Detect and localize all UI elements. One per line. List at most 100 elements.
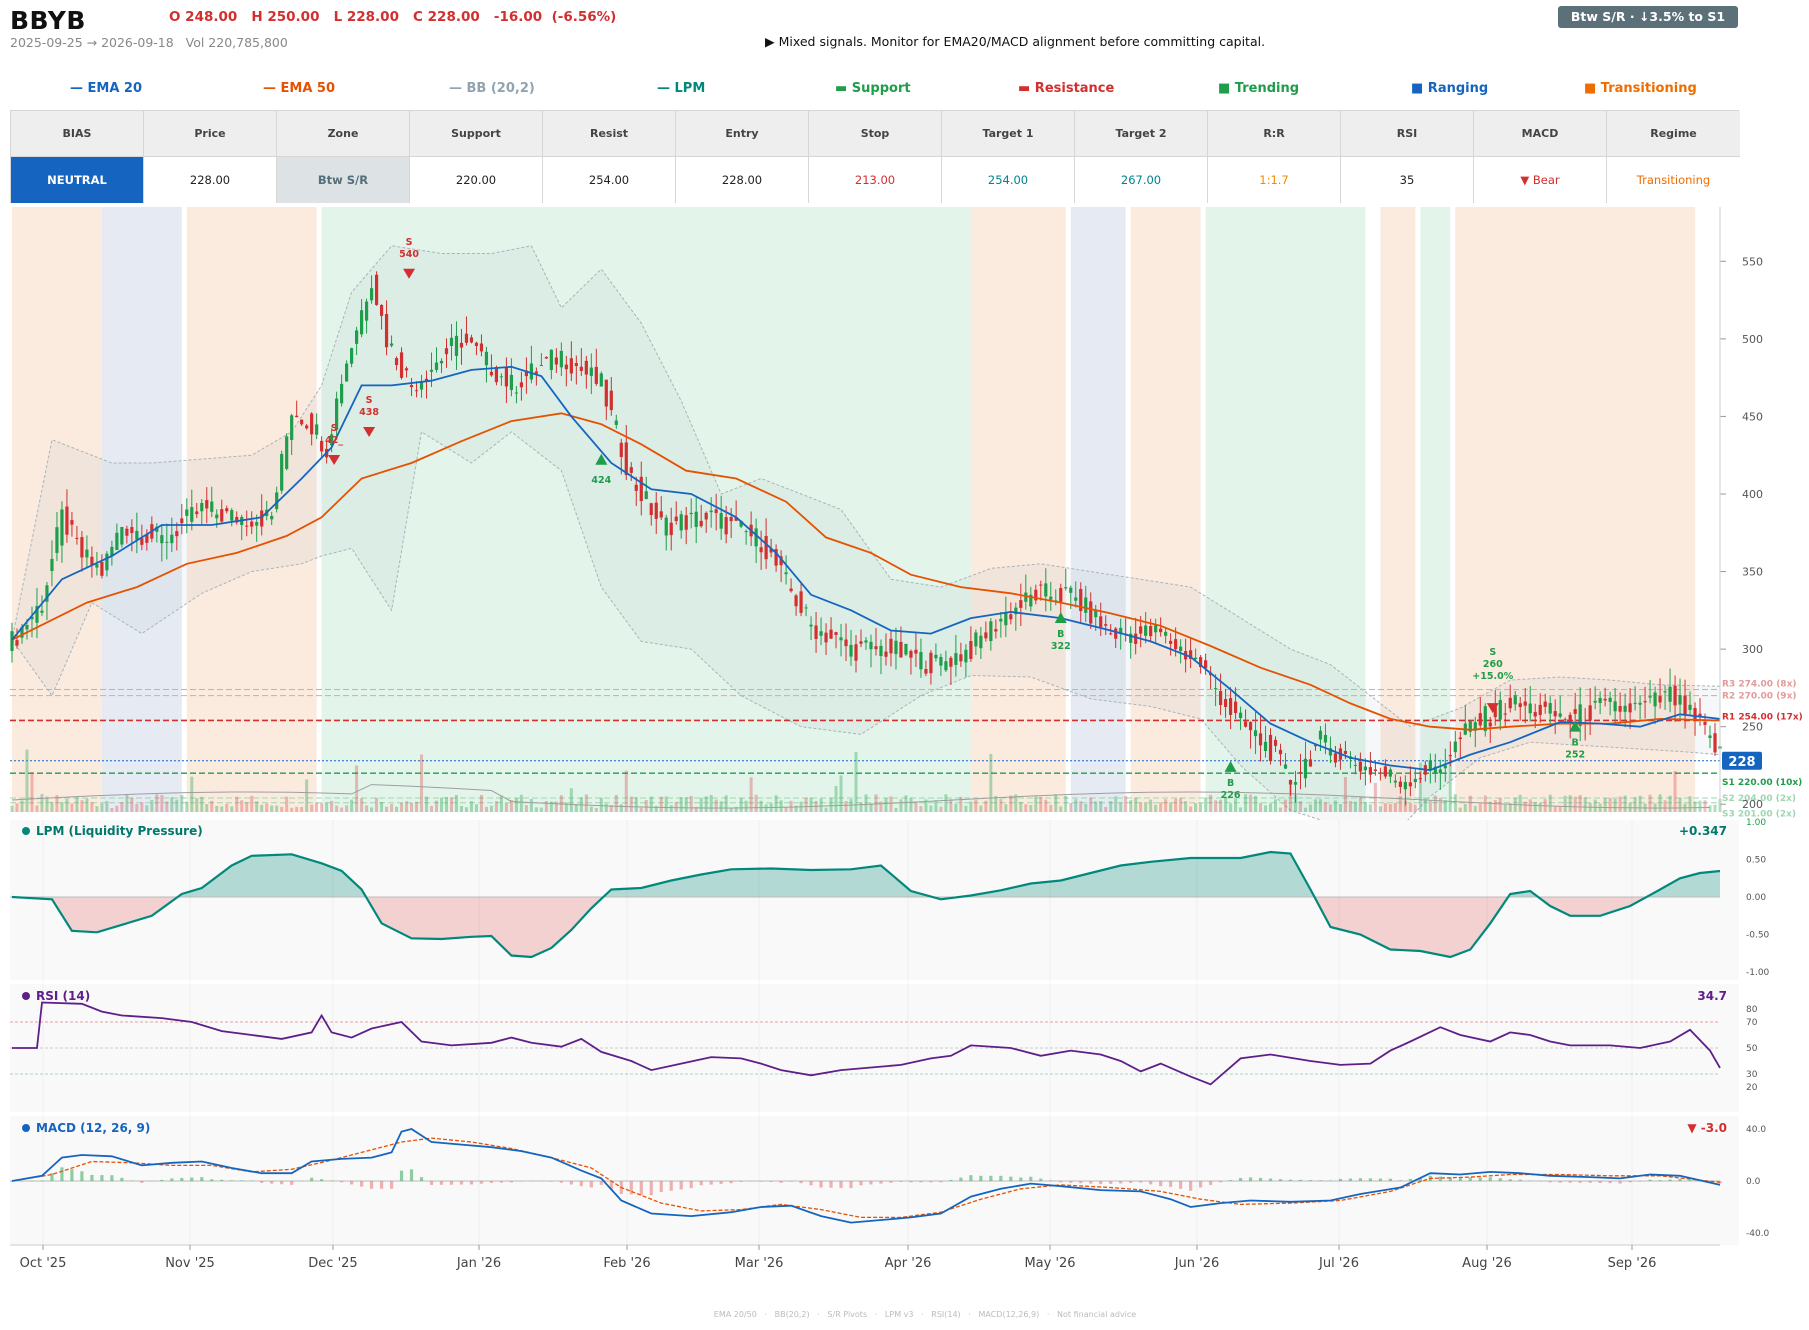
volume-bar <box>729 807 733 812</box>
volume-bar <box>1109 801 1113 812</box>
candle-body <box>1069 587 1073 593</box>
volume-bar <box>1254 795 1258 812</box>
volume-bar <box>125 794 129 812</box>
legend-lpm[interactable]: — LPM <box>657 81 706 96</box>
macd-signal-line <box>11 1137 1721 1219</box>
volume-bar <box>215 806 219 812</box>
candle-body <box>1428 760 1432 771</box>
legend-ema20[interactable]: — EMA 20 <box>70 81 143 96</box>
macd-histogram-bar <box>1298 1179 1303 1181</box>
volume-bar <box>1338 804 1342 812</box>
volume-bar <box>459 805 463 812</box>
signal-label: S <box>331 423 338 434</box>
volume-bar <box>634 797 638 812</box>
candle-body <box>564 364 568 370</box>
candle-body <box>389 343 394 346</box>
volume-bar <box>1628 802 1632 812</box>
macd-histogram-bar <box>130 1180 134 1182</box>
legend-trending[interactable]: ■ Trending <box>1218 81 1300 96</box>
macd-histogram-bar <box>1688 1180 1692 1181</box>
legend-ema50[interactable]: — EMA 50 <box>263 81 336 96</box>
candle-body <box>1563 719 1567 721</box>
candle-body <box>474 342 479 347</box>
volume-bar <box>899 799 903 812</box>
volume-bar <box>1558 806 1562 812</box>
x-tick-label: Jul '26 <box>1318 1256 1359 1271</box>
price-tick-label: 450 <box>1742 410 1763 423</box>
candle-body <box>719 513 723 529</box>
candle-body <box>115 532 119 551</box>
candle-body <box>879 645 883 657</box>
legend-support[interactable]: ▬ Support <box>835 81 911 96</box>
volume-bar <box>1298 801 1302 812</box>
volume-bar <box>1623 795 1627 812</box>
macd-histogram-bar <box>599 1181 603 1185</box>
candle-body <box>984 632 988 639</box>
rsi-pane: 80 70 50 30 20 RSI (14) 34.7 <box>10 984 1758 1112</box>
volume-bar <box>115 805 119 812</box>
macd-histogram-bar <box>1608 1181 1612 1184</box>
candle-body <box>1109 633 1113 635</box>
volume-bar <box>180 794 184 812</box>
candle-body <box>894 640 898 655</box>
macd-histogram-bar <box>1039 1178 1043 1181</box>
date-range-volume: 2025-09-25 → 2026-09-18 Vol 220,785,800 <box>10 35 288 50</box>
volume-bar <box>1408 803 1412 812</box>
macd-histogram-bar <box>1448 1177 1452 1181</box>
footer-note: EMA 20/50 · BB(20,2) · S/R Pivots · LPM … <box>713 1310 1137 1319</box>
volume-bar <box>105 801 109 812</box>
volume-bar <box>474 804 478 812</box>
legend-bb[interactable]: — BB (20,2) <box>449 81 535 96</box>
volume-bar <box>489 805 493 812</box>
macd-histogram-bar <box>1208 1181 1213 1185</box>
signal-message: ▶ Mixed signals. Monitor for EMA20/MACD … <box>765 34 1266 49</box>
regime-band <box>321 207 971 812</box>
macd-histogram-bar <box>1119 1181 1123 1184</box>
candle-body <box>345 363 349 382</box>
macd-histogram-bar <box>589 1181 593 1188</box>
macd-histogram-bar <box>60 1167 64 1181</box>
ohlc-readout: O 248.00 H 250.00 L 228.00 C 228.00 -16.… <box>169 9 617 25</box>
candle-body <box>1543 701 1547 707</box>
regime-band <box>1380 207 1416 812</box>
legend-transitioning[interactable]: ■ Transitioning <box>1584 81 1697 96</box>
legend-ranging[interactable]: ■ Ranging <box>1411 81 1489 96</box>
candle-body <box>1139 626 1143 634</box>
macd-histogram-bar <box>499 1181 504 1183</box>
legend-resistance[interactable]: ▬ Resistance <box>1018 81 1115 96</box>
candle-body <box>90 556 94 566</box>
candle-body <box>1548 703 1552 714</box>
macd-histogram-bar <box>1238 1177 1243 1181</box>
candle-body <box>994 629 998 632</box>
macd-histogram-bar <box>270 1181 274 1184</box>
candle-body <box>1443 765 1447 769</box>
volume-bar <box>340 807 344 812</box>
price-tick-label: 200 <box>1742 798 1763 811</box>
bb-fill <box>12 245 1720 839</box>
candle-body <box>1298 772 1303 774</box>
volume-bar <box>1269 803 1273 812</box>
volume-bar <box>934 800 938 812</box>
candle-body <box>554 357 558 365</box>
volume-bar <box>170 797 174 812</box>
x-tick-label: Apr '26 <box>885 1256 932 1271</box>
candle-body <box>664 517 668 536</box>
candle-body <box>959 654 963 662</box>
volume-bar <box>155 794 159 812</box>
volume-bar <box>764 804 768 812</box>
value-stop: 213.00 <box>809 157 942 203</box>
volume-bar <box>1009 795 1013 812</box>
regime-band <box>12 207 102 812</box>
volume-bar <box>659 796 663 812</box>
candle-body <box>1248 722 1253 731</box>
volume-bar <box>370 807 374 812</box>
candle-body <box>699 520 703 527</box>
buy-signal-marker <box>1569 720 1582 732</box>
macd-histogram-bar <box>1498 1178 1502 1181</box>
candle-body <box>1648 696 1652 698</box>
candle-body <box>1238 712 1243 718</box>
volume-bar <box>469 801 473 812</box>
volume-bar <box>1388 804 1392 812</box>
volume-bar <box>1313 799 1317 812</box>
